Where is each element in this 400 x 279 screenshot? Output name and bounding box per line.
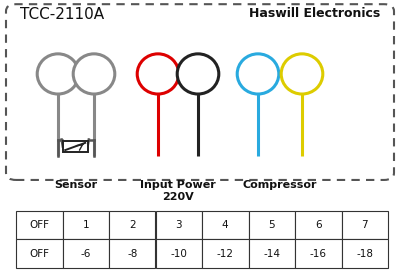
Text: 1: 1	[82, 220, 89, 230]
Text: Sensor: Sensor	[54, 180, 98, 190]
Text: -10: -10	[170, 249, 187, 259]
Bar	[62, 239, 109, 268]
Ellipse shape	[237, 54, 279, 94]
Bar	[62, 211, 109, 239]
Bar	[16, 211, 62, 239]
Bar	[295, 211, 342, 239]
Ellipse shape	[73, 54, 115, 94]
Bar	[202, 211, 248, 239]
Bar	[63, 141, 88, 152]
Bar	[109, 211, 156, 239]
Ellipse shape	[177, 54, 219, 94]
Text: -18: -18	[356, 249, 373, 259]
Text: 3: 3	[176, 220, 182, 230]
Bar	[248, 211, 295, 239]
Text: -8: -8	[127, 249, 138, 259]
Text: Haswill Electronics: Haswill Electronics	[249, 7, 380, 20]
Text: Compressor: Compressor	[243, 180, 317, 190]
Bar	[156, 239, 202, 268]
Text: -14: -14	[263, 249, 280, 259]
Bar	[202, 239, 248, 268]
Text: 4: 4	[222, 220, 228, 230]
Bar	[16, 239, 62, 268]
Bar	[156, 211, 202, 239]
Bar	[295, 239, 342, 268]
Ellipse shape	[137, 54, 179, 94]
Ellipse shape	[281, 54, 323, 94]
Bar	[342, 211, 388, 239]
Ellipse shape	[37, 54, 79, 94]
Text: -6: -6	[80, 249, 91, 259]
Text: 6: 6	[315, 220, 322, 230]
Text: 5: 5	[268, 220, 275, 230]
Text: -16: -16	[310, 249, 327, 259]
Text: OFF: OFF	[29, 220, 49, 230]
Text: OFF: OFF	[29, 249, 49, 259]
Bar	[109, 239, 156, 268]
Text: 2: 2	[129, 220, 136, 230]
Text: Input Power
220V: Input Power 220V	[140, 180, 216, 202]
Bar	[342, 239, 388, 268]
Text: TCC-2110A: TCC-2110A	[20, 7, 104, 22]
Bar	[248, 239, 295, 268]
Text: 7: 7	[362, 220, 368, 230]
Text: -12: -12	[217, 249, 234, 259]
